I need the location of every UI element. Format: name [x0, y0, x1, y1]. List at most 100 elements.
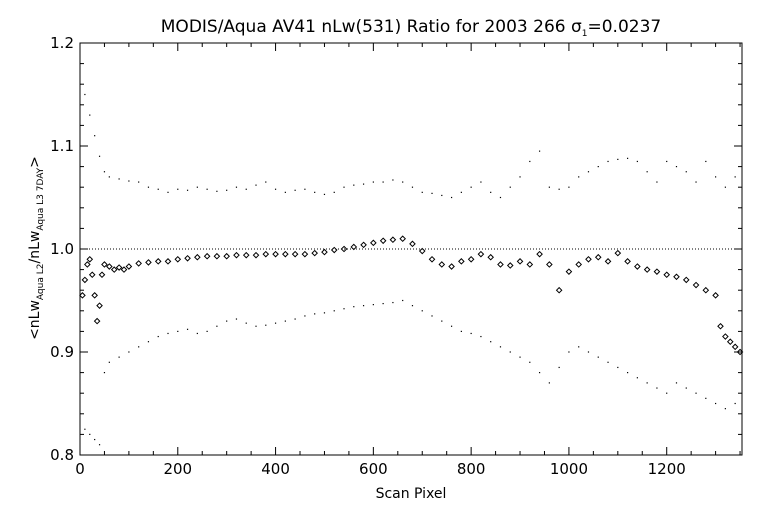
data-point-mean — [717, 322, 724, 330]
data-point-upper — [206, 188, 208, 190]
data-point-mean — [88, 271, 96, 279]
data-point-mean — [614, 249, 622, 257]
data-point-lower — [724, 408, 726, 410]
data-point-mean — [125, 263, 133, 270]
data-point-upper — [118, 178, 120, 180]
data-point-upper — [558, 188, 560, 190]
data-point-lower — [666, 392, 668, 394]
data-point-upper — [167, 191, 169, 193]
data-point-upper — [509, 186, 511, 188]
data-point-lower — [103, 372, 106, 374]
data-point-lower — [226, 320, 228, 322]
data-point-upper — [705, 160, 707, 163]
data-point-lower — [402, 299, 404, 302]
data-point-upper — [216, 190, 218, 192]
data-point-upper — [695, 181, 697, 183]
data-point-mean — [321, 248, 328, 256]
data-point-lower — [372, 304, 374, 306]
data-point-lower — [695, 392, 697, 394]
data-point-lower — [587, 351, 590, 353]
data-point-lower — [411, 305, 414, 307]
data-point-upper — [362, 183, 365, 185]
data-point-lower — [431, 315, 433, 317]
data-point-lower — [323, 312, 326, 314]
data-point-lower — [206, 330, 208, 332]
x-tick-label: 0 — [75, 460, 85, 478]
data-point-lower — [636, 377, 638, 379]
data-point-upper — [304, 188, 306, 190]
x-tick-label: 200 — [163, 460, 192, 478]
data-point-lower — [675, 382, 678, 384]
data-point-lower — [382, 302, 384, 305]
data-point-mean — [643, 266, 651, 273]
data-point-upper — [626, 157, 629, 159]
data-point-mean — [389, 236, 397, 244]
data-point-upper — [490, 191, 492, 193]
data-point-mean — [154, 258, 162, 265]
data-point-upper — [128, 180, 130, 182]
data-point-mean — [101, 261, 108, 268]
x-tick-label: 600 — [359, 460, 388, 478]
data-point-mean — [282, 250, 289, 258]
data-point-mean — [506, 262, 514, 269]
data-point-lower — [284, 320, 286, 322]
data-point-upper — [402, 181, 404, 183]
data-point-mean — [242, 251, 250, 259]
data-point-mean — [120, 266, 128, 273]
data-point-mean — [379, 237, 387, 245]
data-point-mean — [96, 302, 103, 309]
data-point-mean — [497, 261, 504, 268]
data-point-lower — [314, 313, 316, 315]
data-point-lower — [470, 332, 472, 335]
data-point-mean — [86, 255, 94, 263]
data-point-mean — [291, 250, 299, 258]
data-point-upper — [460, 191, 462, 193]
data-point-mean — [272, 250, 279, 258]
data-point-upper — [529, 160, 531, 163]
data-point-mean — [458, 258, 465, 265]
data-point-mean — [350, 243, 358, 251]
data-point-lower — [490, 341, 492, 343]
data-point-lower — [128, 351, 130, 353]
data-point-lower — [646, 382, 648, 384]
data-point-upper — [568, 186, 570, 188]
data-point-mean — [604, 258, 612, 265]
data-point-mean — [233, 251, 240, 259]
data-point-upper — [480, 181, 482, 183]
data-point-upper — [382, 181, 384, 183]
data-point-mean — [546, 261, 553, 268]
data-point-lower — [157, 335, 159, 338]
data-point-upper — [548, 186, 550, 188]
data-point-lower — [607, 361, 609, 363]
data-point-lower — [186, 328, 189, 330]
data-point-upper — [597, 166, 599, 168]
data-point-lower — [353, 306, 355, 308]
data-point-mean — [736, 348, 744, 356]
data-point-mean — [536, 250, 543, 258]
data-point-mean — [91, 292, 98, 299]
data-point-lower — [147, 341, 150, 343]
data-point-mean — [653, 268, 661, 275]
x-tick-label: 1200 — [648, 460, 686, 478]
x-axis-label: Scan Pixel — [376, 486, 447, 502]
data-point-mean — [311, 249, 318, 257]
data-point-upper — [714, 176, 717, 178]
data-point-mean — [213, 252, 221, 260]
data-point-mean — [682, 276, 690, 284]
data-point-lower — [304, 315, 306, 317]
data-point-mean — [301, 250, 309, 258]
data-point-upper — [186, 189, 189, 191]
data-point-mean — [223, 252, 230, 260]
data-point-lower — [597, 356, 599, 358]
data-point-mean — [93, 317, 101, 325]
data-point-upper — [734, 176, 736, 178]
data-point-lower — [138, 346, 140, 348]
data-point-lower — [450, 325, 453, 327]
x-tick-label: 800 — [457, 460, 486, 478]
data-point-upper — [235, 186, 238, 188]
data-point-upper — [372, 181, 374, 183]
data-point-upper — [294, 189, 296, 191]
chart-title: MODIS/Aqua AV41 nLw(531) Ratio for 2003 … — [161, 17, 661, 39]
data-point-mean — [526, 261, 534, 268]
